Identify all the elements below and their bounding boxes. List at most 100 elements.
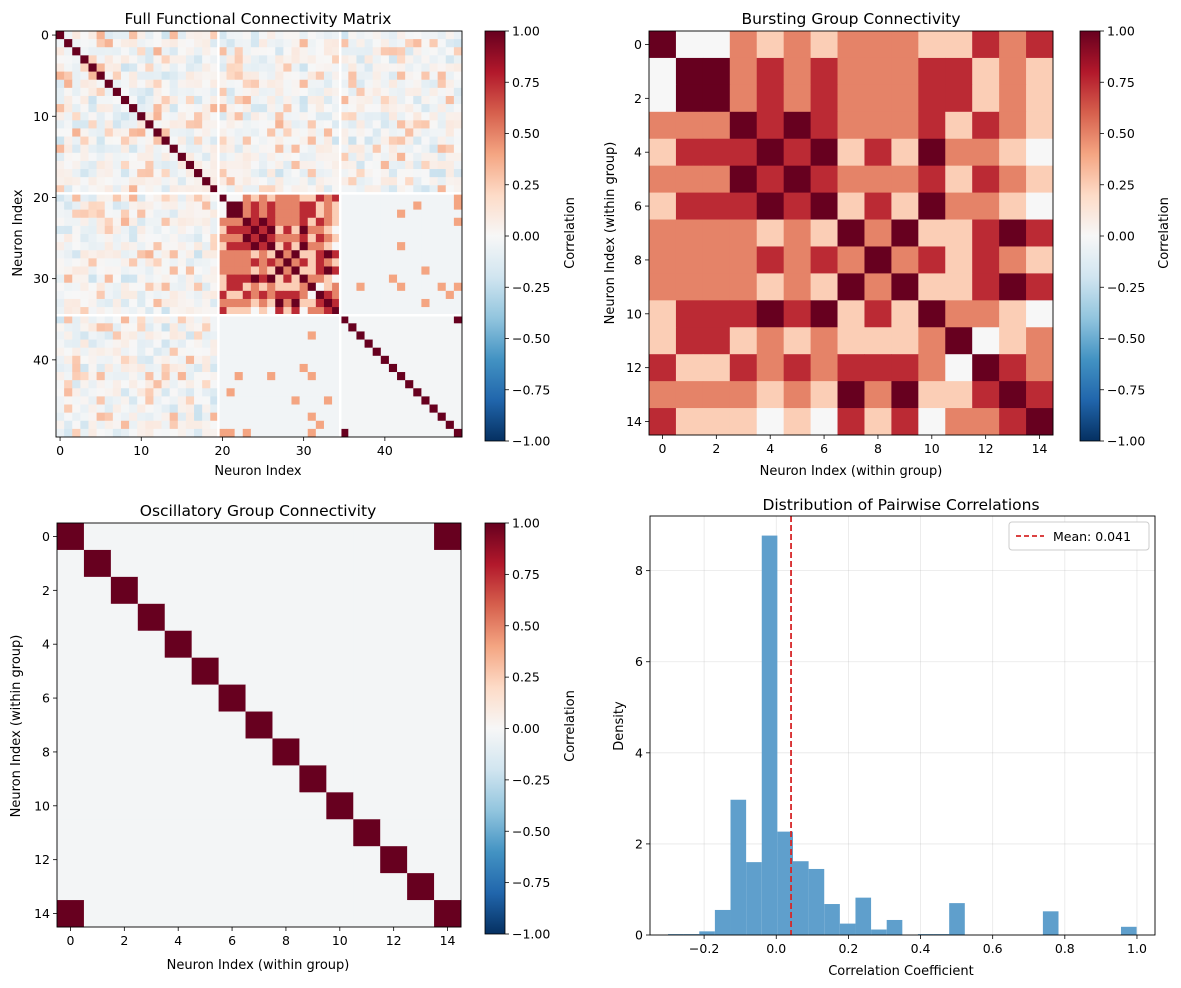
heatmap-cell <box>137 282 146 292</box>
heatmap-cell <box>161 266 171 275</box>
heatmap-cell <box>153 39 162 48</box>
heatmap-cell <box>315 250 325 259</box>
heatmap-cell <box>380 404 390 414</box>
heatmap-cell <box>413 250 422 259</box>
heatmap-cell <box>291 201 300 211</box>
heatmap-cell <box>137 363 146 373</box>
heatmap-cell <box>397 315 406 324</box>
heatmap-cell <box>185 396 195 405</box>
heatmap-cell <box>177 185 187 194</box>
heatmap-cell <box>810 300 838 328</box>
heatmap-cell <box>326 765 354 793</box>
heatmap-cell <box>185 234 195 243</box>
heatmap-cell <box>307 250 317 259</box>
heatmap-cell <box>307 274 317 284</box>
heatmap-cell <box>307 63 317 72</box>
heatmap-cell <box>999 192 1027 220</box>
heatmap-cell <box>80 298 89 308</box>
heatmap-cell <box>96 331 106 340</box>
heatmap-cell <box>364 428 374 438</box>
heatmap-cell <box>275 363 284 373</box>
heatmap-cell <box>434 684 462 712</box>
heatmap-cell <box>88 209 97 219</box>
heatmap-cell <box>169 128 179 137</box>
heatmap-cell <box>56 250 65 259</box>
heatmap-cell <box>413 120 422 129</box>
heatmap-cell <box>283 144 292 154</box>
heatmap-cell <box>153 71 162 81</box>
heatmap-cell <box>112 31 122 40</box>
heatmap-cell <box>88 87 97 97</box>
heatmap-cell <box>364 79 374 89</box>
heatmap-cell <box>453 120 463 129</box>
heatmap-cell <box>226 380 236 389</box>
heatmap-cell <box>202 355 211 365</box>
heatmap-cell <box>434 873 462 901</box>
heatmap-cell <box>429 339 439 349</box>
heatmap-cell <box>388 79 398 89</box>
heatmap-cell <box>259 55 268 64</box>
heatmap-cell <box>353 765 381 793</box>
heatmap-cell <box>169 250 179 259</box>
heatmap-cell <box>421 388 430 397</box>
heatmap-cell <box>299 39 309 48</box>
heatmap-cell <box>332 225 341 235</box>
heatmap-cell <box>315 217 325 227</box>
heatmap-cell <box>445 144 455 154</box>
heatmap-cell <box>307 266 317 275</box>
heatmap-cell <box>110 576 139 605</box>
heatmap-cell <box>191 576 219 605</box>
heatmap-cell <box>332 323 341 332</box>
heatmap-cell <box>864 138 892 167</box>
heatmap-cell <box>96 388 106 397</box>
heatmap-cell <box>364 217 374 227</box>
heatmap-cell <box>397 112 406 121</box>
heatmap-cell <box>372 258 382 267</box>
heatmap-cell <box>307 258 317 267</box>
heatmap-cell <box>218 242 227 251</box>
heatmap-cell <box>169 177 179 186</box>
heatmap-cell <box>429 258 439 267</box>
heatmap-cell <box>413 87 422 97</box>
heatmap-cell <box>80 39 89 48</box>
heatmap-cell <box>210 104 219 113</box>
heatmap-cell <box>413 79 422 89</box>
heatmap-cell <box>407 765 435 793</box>
heatmap-cell <box>315 234 325 243</box>
heatmap-cell <box>80 339 89 349</box>
heatmap-cell <box>429 79 439 89</box>
heatmap-cell <box>315 428 325 438</box>
heatmap-cell <box>234 282 244 292</box>
heatmap-cell <box>348 339 357 349</box>
heatmap-cell <box>129 347 138 357</box>
x-axis-label: Neuron Index (within group) <box>167 958 350 973</box>
heatmap-cell <box>56 79 65 89</box>
heatmap-cell <box>364 225 374 235</box>
heatmap-cell <box>145 282 154 292</box>
heatmap-cell <box>153 274 162 284</box>
heatmap-cell <box>1026 381 1054 409</box>
heatmap-cell <box>364 420 374 430</box>
heatmap-cell <box>702 219 731 247</box>
heatmap-cell <box>437 331 447 340</box>
heatmap-cell <box>445 234 455 243</box>
heatmap-cell <box>169 355 179 365</box>
heatmap-cell <box>177 331 187 340</box>
heatmap-cell <box>649 246 677 274</box>
heatmap-cell <box>145 128 154 137</box>
heatmap-cell <box>299 765 327 793</box>
heatmap-cell <box>649 165 677 193</box>
heatmap-cell <box>353 523 381 551</box>
heatmap-cell <box>380 549 408 578</box>
heatmap-cell <box>88 339 97 349</box>
heatmap-cell <box>291 396 300 405</box>
heatmap-cell <box>120 71 130 81</box>
heatmap-cell <box>810 354 838 382</box>
heatmap-cell <box>177 307 187 316</box>
heatmap-cell <box>96 282 106 292</box>
heatmap-cell <box>64 388 73 397</box>
heatmap-cell <box>226 55 236 64</box>
heatmap-cell <box>104 331 114 340</box>
heatmap-cell <box>267 160 276 170</box>
heatmap-cell <box>153 372 162 381</box>
